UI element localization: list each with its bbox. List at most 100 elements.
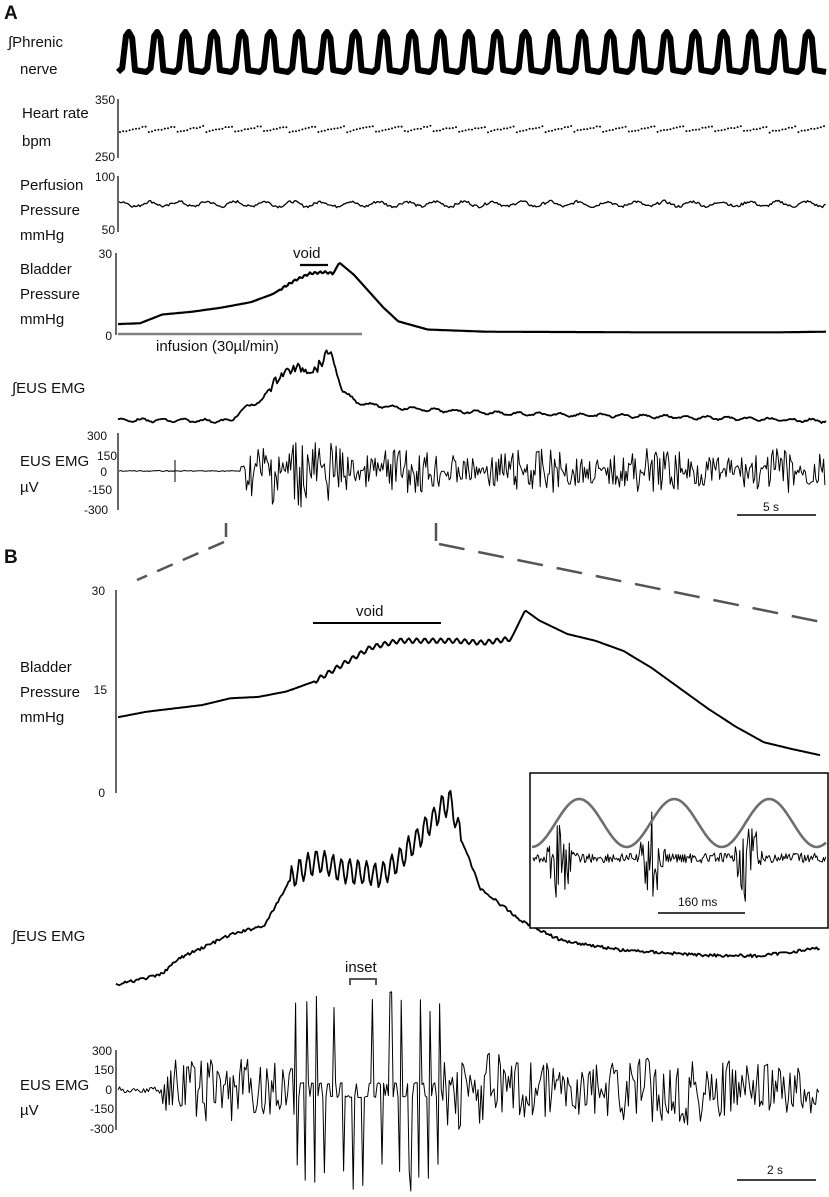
bladderB-tick-15: 15: [94, 683, 108, 697]
hr-point: [631, 130, 633, 133]
hr-point: [509, 126, 512, 129]
hr-point: [403, 130, 406, 132]
hr-point: [288, 131, 291, 134]
hr-point: [186, 129, 189, 132]
hr-point: [122, 130, 125, 133]
hr-point: [467, 128, 470, 131]
hr-point: [771, 129, 774, 132]
hr-point: [752, 128, 755, 131]
hr-tick-350: 350: [95, 93, 115, 107]
bladderB-label-line3: mmHg: [20, 709, 64, 726]
phrenic-label-line2: nerve: [20, 61, 58, 78]
hr-point: [410, 129, 413, 132]
hr-point: [653, 125, 656, 128]
hr-point: [397, 125, 400, 128]
hr-point: [311, 125, 313, 128]
hr-point: [432, 130, 435, 133]
hr-point: [250, 127, 253, 130]
panel-label-a: A: [4, 3, 18, 24]
hr-point: [599, 125, 601, 128]
eusA-tick-0: 0: [100, 465, 107, 479]
ieusA-label: ∫EUS EMG: [11, 380, 85, 397]
hr-point: [579, 128, 582, 131]
infusion-label: infusion (30µl/min): [156, 338, 279, 355]
hr-point: [765, 126, 768, 128]
hr-point: [455, 126, 457, 129]
hr-point: [154, 129, 157, 132]
hr-point: [461, 130, 464, 133]
hr-point: [483, 126, 486, 129]
hr-point: [141, 125, 144, 128]
hr-point: [519, 130, 521, 133]
hr-point: [781, 128, 784, 131]
hr-point: [714, 130, 717, 133]
hr-point: [163, 127, 166, 130]
hr-point: [160, 128, 163, 131]
hr-point: [448, 127, 451, 130]
bladderB-trace: [117, 609, 821, 757]
hr-point: [227, 126, 230, 129]
hr-point: [522, 129, 525, 132]
eusB-label-line2: µV: [20, 1102, 39, 1119]
hr-point: [343, 125, 345, 128]
hr-point: [234, 130, 237, 133]
hr-point: [247, 128, 249, 131]
perf-tick-100: 100: [95, 170, 115, 184]
hr-point: [157, 128, 160, 131]
hr-point: [704, 126, 707, 129]
hr-tick-250: 250: [95, 150, 115, 164]
hr-point: [295, 130, 297, 133]
hr-point: [621, 126, 624, 129]
hr-point: [784, 128, 787, 131]
bladderB-label-line2: Pressure: [20, 684, 80, 701]
eusB-tick-150: 150: [94, 1063, 114, 1077]
hr-point: [730, 127, 733, 129]
hr-point: [339, 126, 342, 129]
hr-point: [810, 127, 813, 130]
hr-point: [643, 127, 646, 130]
hr-point: [586, 128, 589, 131]
hr-point: [679, 125, 681, 128]
scalebarB-label: 2 s: [767, 1163, 783, 1177]
perf-label-line3: mmHg: [20, 227, 64, 244]
hr-point: [583, 128, 585, 131]
hr-point: [487, 131, 489, 134]
hr-point: [605, 130, 608, 133]
hr-point: [659, 129, 662, 132]
hr-point: [416, 127, 419, 130]
hr-point: [813, 127, 816, 130]
eusB-tick-neg300: -300: [90, 1122, 114, 1136]
inset-label: inset: [345, 959, 378, 976]
hr-point: [243, 128, 246, 131]
hr-point: [381, 129, 384, 132]
hr-point: [378, 130, 381, 133]
hr-point: [435, 129, 438, 132]
hr-label-line1: Heart rate: [22, 105, 89, 122]
hr-point: [615, 127, 617, 130]
hr-point: [256, 125, 259, 128]
bladderA-label-line3: mmHg: [20, 311, 64, 328]
hr-point: [611, 128, 614, 131]
hr-series: [119, 124, 825, 134]
eusB-tick-300: 300: [92, 1044, 112, 1058]
hr-point: [282, 126, 285, 129]
hr-point: [176, 130, 179, 133]
hr-point: [323, 129, 326, 132]
hr-point: [666, 128, 669, 131]
hr-point: [151, 130, 153, 133]
hr-point: [221, 127, 224, 130]
hr-point: [592, 127, 595, 129]
hr-point: [352, 129, 355, 132]
hr-label-line2: bpm: [22, 133, 51, 150]
bladderA-void-label: void: [293, 245, 321, 262]
hr-point: [275, 127, 278, 130]
hr-point: [474, 127, 477, 130]
hr-point: [480, 126, 483, 129]
bladderB-label-line1: Bladder: [20, 659, 72, 676]
hr-point: [400, 125, 403, 128]
hr-point: [551, 129, 553, 132]
hr-point: [259, 125, 262, 128]
hr-point: [215, 128, 217, 131]
hr-point: [426, 125, 429, 128]
hr-point: [573, 130, 576, 133]
